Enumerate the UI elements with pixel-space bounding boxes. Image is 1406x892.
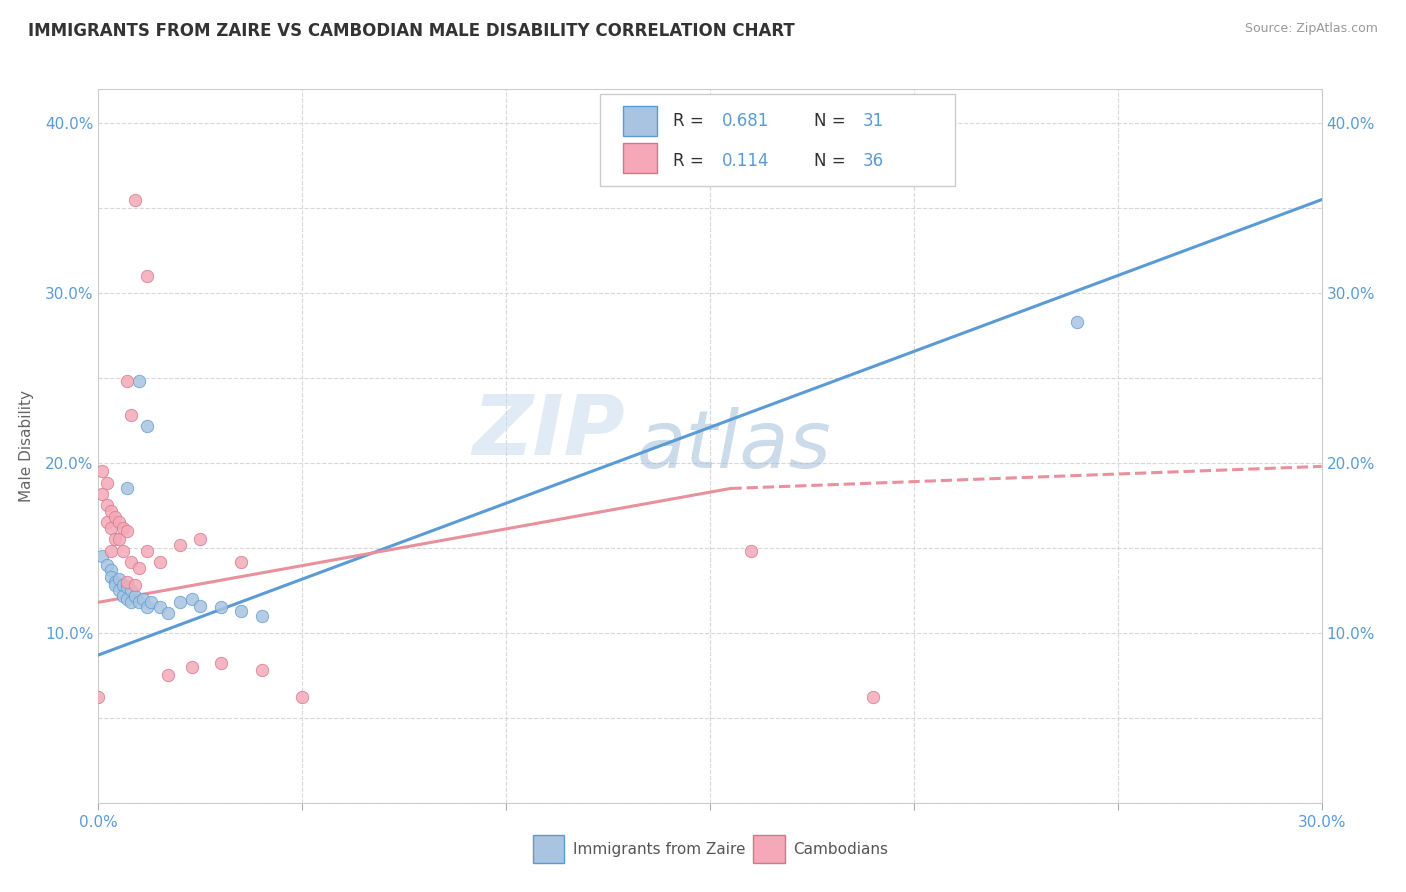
Point [115, 574, 138, 589]
Point [136, 544, 159, 558]
Text: 0.681: 0.681 [723, 112, 769, 129]
Y-axis label: Male Disability: Male Disability [18, 390, 34, 502]
Point [156, 668, 179, 682]
Point [231, 555, 253, 569]
Point [96, 558, 118, 572]
Text: 31: 31 [863, 112, 884, 129]
FancyBboxPatch shape [623, 105, 658, 136]
Text: atlas: atlas [637, 407, 831, 485]
Point [181, 660, 204, 674]
Point [96, 516, 118, 530]
Point [132, 591, 155, 606]
Point [100, 503, 122, 517]
Point [136, 600, 159, 615]
Point [209, 657, 232, 671]
Point [1066, 315, 1088, 329]
Point [91, 549, 114, 564]
Point [115, 524, 138, 538]
Point [108, 583, 131, 598]
Point [188, 599, 212, 613]
Point [115, 580, 138, 594]
Point [136, 418, 159, 433]
Point [91, 465, 114, 479]
Point [108, 516, 131, 530]
Point [136, 269, 159, 284]
FancyBboxPatch shape [623, 144, 658, 173]
Point [108, 572, 131, 586]
Point [250, 663, 273, 677]
Point [124, 578, 146, 592]
Point [87, 690, 110, 705]
Point [149, 600, 172, 615]
Point [111, 589, 134, 603]
Point [188, 533, 212, 547]
Point [100, 520, 122, 534]
Point [128, 561, 150, 575]
Point [862, 690, 884, 705]
Text: N =: N = [814, 152, 851, 169]
FancyBboxPatch shape [752, 835, 785, 863]
Text: Source: ZipAtlas.com: Source: ZipAtlas.com [1244, 22, 1378, 36]
Point [169, 537, 191, 551]
Text: 0.114: 0.114 [723, 152, 769, 169]
Point [108, 533, 131, 547]
Text: N =: N = [814, 112, 851, 129]
Point [96, 476, 118, 491]
Point [231, 604, 253, 618]
Point [156, 606, 179, 620]
Point [96, 499, 118, 513]
Point [91, 486, 114, 500]
Text: ZIP: ZIP [472, 392, 624, 472]
Point [104, 578, 127, 592]
Point [104, 533, 127, 547]
Point [104, 574, 127, 589]
Point [111, 578, 134, 592]
Text: R =: R = [673, 112, 710, 129]
Point [250, 608, 273, 623]
Point [115, 375, 138, 389]
Point [115, 591, 138, 606]
Point [124, 589, 146, 603]
Point [120, 595, 142, 609]
Text: 36: 36 [863, 152, 884, 169]
Point [115, 482, 138, 496]
Text: R =: R = [673, 152, 710, 169]
Point [128, 595, 150, 609]
Point [120, 583, 142, 598]
Point [104, 510, 127, 524]
Point [120, 409, 142, 423]
Point [128, 375, 150, 389]
FancyBboxPatch shape [600, 95, 955, 186]
FancyBboxPatch shape [533, 835, 564, 863]
Point [124, 193, 146, 207]
Point [120, 555, 142, 569]
Point [100, 544, 122, 558]
Point [100, 570, 122, 584]
Point [100, 563, 122, 577]
Point [209, 600, 232, 615]
Point [181, 591, 204, 606]
Text: Cambodians: Cambodians [793, 842, 889, 856]
Point [169, 595, 191, 609]
Text: IMMIGRANTS FROM ZAIRE VS CAMBODIAN MALE DISABILITY CORRELATION CHART: IMMIGRANTS FROM ZAIRE VS CAMBODIAN MALE … [28, 22, 794, 40]
Point [740, 544, 762, 558]
Text: Immigrants from Zaire: Immigrants from Zaire [574, 842, 745, 856]
Point [149, 555, 172, 569]
Point [111, 544, 134, 558]
Point [141, 595, 163, 609]
Point [291, 690, 314, 705]
Point [111, 520, 134, 534]
